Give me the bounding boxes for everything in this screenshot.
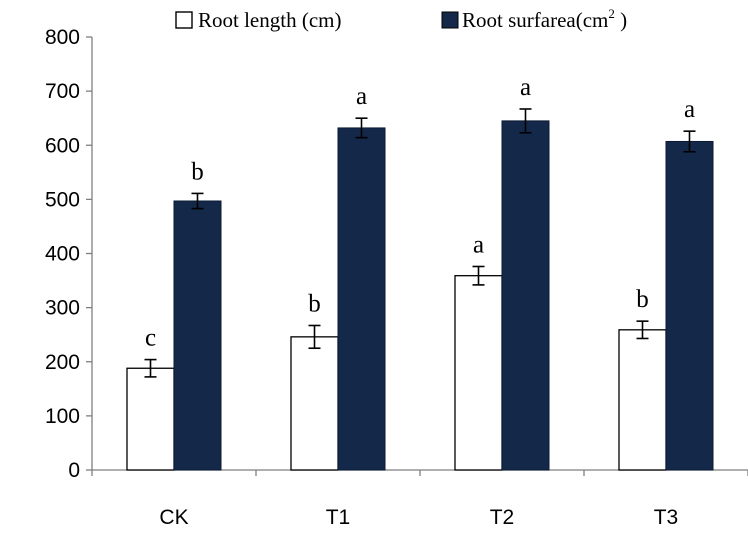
- legend-label-root-length: Root length (cm): [198, 8, 341, 32]
- y-tick-label: 0: [68, 459, 80, 482]
- significance-letter: a: [684, 96, 695, 123]
- bar: [337, 127, 386, 471]
- x-tick-label: T3: [654, 506, 679, 529]
- legend: Root length (cm) Root surfarea(cm2 ): [175, 6, 627, 32]
- significance-letter: a: [520, 74, 531, 101]
- legend-label-root-surface: Root surfarea(cm2 ): [462, 6, 627, 32]
- legend-label-root-surface-suffix: ): [615, 8, 627, 32]
- legend-swatch-root-surface: [441, 11, 459, 29]
- bar: [290, 336, 339, 471]
- y-tick-label: 500: [45, 188, 80, 211]
- legend-label-root-surface-main: Root surfarea(cm: [462, 8, 608, 32]
- significance-letter: b: [191, 158, 204, 185]
- y-tick-label: 300: [45, 297, 80, 320]
- y-tick-label: 800: [45, 26, 80, 49]
- significance-letter: c: [145, 325, 156, 352]
- y-tick-label: 600: [45, 134, 80, 157]
- significance-letter: a: [473, 231, 484, 258]
- legend-label-root-surface-sup: 2: [608, 6, 615, 21]
- y-tick-label: 700: [45, 80, 80, 103]
- significance-letter: a: [356, 83, 367, 110]
- y-tick-label: 100: [45, 405, 80, 428]
- axes: 0 100 200 300 400 500 600 700 800: [45, 26, 748, 482]
- labels: c b CK b a T1 a a T2 b a T3: [145, 74, 695, 529]
- bar: [665, 140, 714, 471]
- bar: [173, 200, 222, 471]
- bars: [126, 108, 714, 471]
- bar: [501, 120, 550, 471]
- bar: [618, 329, 667, 471]
- significance-letter: b: [308, 290, 321, 317]
- bar: [126, 367, 175, 471]
- x-tick-label: T1: [326, 506, 351, 529]
- bar: [454, 275, 503, 471]
- x-tick-label: CK: [159, 506, 188, 529]
- y-tick-label: 200: [45, 351, 80, 374]
- y-tick-label: 400: [45, 243, 80, 266]
- x-tick-label: T2: [490, 506, 515, 529]
- legend-swatch-root-length: [175, 11, 193, 29]
- significance-letter: b: [636, 286, 649, 313]
